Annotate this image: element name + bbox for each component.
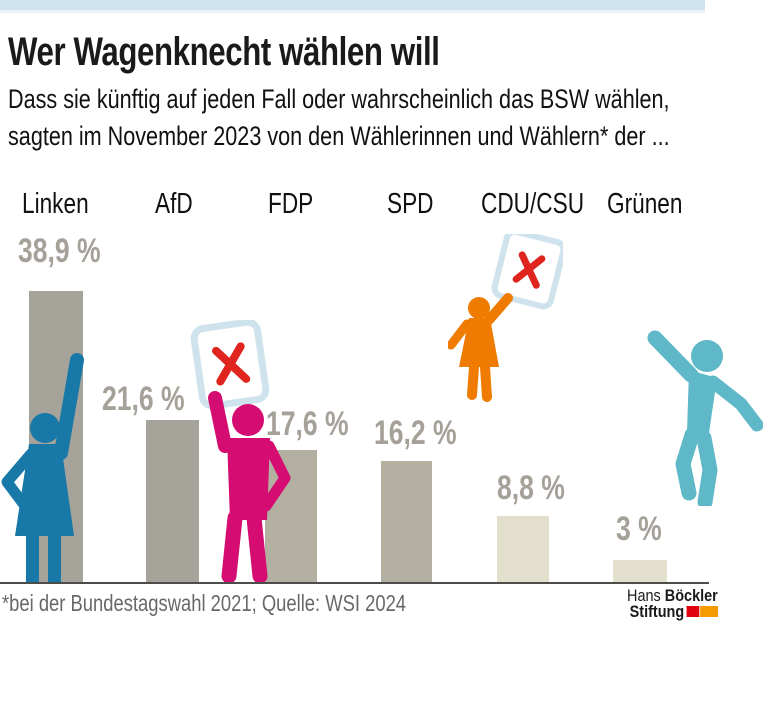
figure-head	[691, 340, 723, 372]
akimbo-arm	[260, 440, 291, 512]
bar-afd	[146, 420, 199, 582]
figure-leg	[246, 510, 268, 583]
akimbo-arm	[1, 448, 37, 512]
chart-baseline	[0, 582, 709, 584]
bar-gruenen	[613, 560, 667, 582]
cdu-voter-figure	[448, 234, 563, 402]
value-label-linken: 38,9 %	[18, 232, 101, 270]
figure-head	[232, 404, 264, 436]
bar-cdu-csu	[497, 516, 549, 582]
figure-leg	[675, 427, 700, 501]
figure-dress	[459, 318, 499, 367]
accent-bar-fade	[0, 10, 705, 13]
value-label-cdu-csu: 8,8 %	[497, 469, 565, 507]
figure-leg	[696, 430, 718, 506]
figure-torso	[227, 438, 270, 520]
raised-arm	[54, 353, 84, 460]
figure-head	[30, 413, 60, 443]
page-title: Wer Wagenknecht wählen will	[8, 30, 440, 74]
figure-leg	[480, 362, 492, 402]
party-label-cdu-csu: CDU/CSU	[481, 188, 585, 220]
figure-leg	[221, 510, 243, 583]
logo-text-hans: Hans	[627, 586, 661, 605]
value-label-spd: 16,2 %	[374, 414, 457, 452]
value-label-fdp: 17,6 %	[266, 405, 349, 443]
figure-leg	[467, 362, 479, 400]
vote-x-icon	[212, 342, 251, 386]
raised-arm	[484, 293, 513, 325]
gruene-voter-figure	[647, 330, 763, 506]
vote-x-icon	[512, 251, 546, 289]
value-label-afd: 21,6 %	[102, 380, 185, 418]
accent-bar	[0, 0, 705, 10]
party-label-spd: SPD	[387, 188, 434, 220]
fdp-voter-figure	[190, 320, 291, 583]
source-footnote: *bei der Bundestagswahl 2021; Quelle: WS…	[2, 590, 407, 616]
ballot-card-icon	[491, 234, 563, 310]
bar-fdp	[265, 450, 317, 582]
hans-boeckler-stiftung-logo: Hans Böckler Stiftung	[611, 586, 718, 621]
value-label-gruenen: 3 %	[616, 510, 662, 548]
bar-spd	[381, 461, 432, 582]
figure-leg	[26, 533, 39, 583]
party-label-afd: AfD	[155, 188, 193, 220]
party-label-fdp: FDP	[268, 188, 314, 220]
lowered-arm	[706, 375, 763, 432]
linken-voter-figure	[1, 353, 84, 583]
ballot-card-icon	[190, 320, 270, 410]
figure-head	[468, 297, 490, 319]
logo-mark-red	[686, 606, 700, 617]
party-label-linken: Linken	[22, 188, 89, 220]
logo-text-boeckler: Böckler	[664, 586, 718, 605]
raised-arm	[647, 330, 699, 383]
raised-arm	[208, 391, 232, 453]
party-label-gruenen: Grünen	[607, 188, 683, 220]
figure-leg	[48, 533, 61, 583]
subtitle-line-2: sagten im November 2023 von den Wählerin…	[8, 121, 670, 151]
logo-text-stiftung: Stiftung	[629, 602, 684, 621]
logo-mark-orange	[700, 606, 718, 617]
figure-dress	[15, 444, 74, 536]
lowered-arm	[448, 319, 472, 350]
subtitle-line-1: Dass sie künftig auf jeden Fall oder wah…	[8, 84, 670, 114]
